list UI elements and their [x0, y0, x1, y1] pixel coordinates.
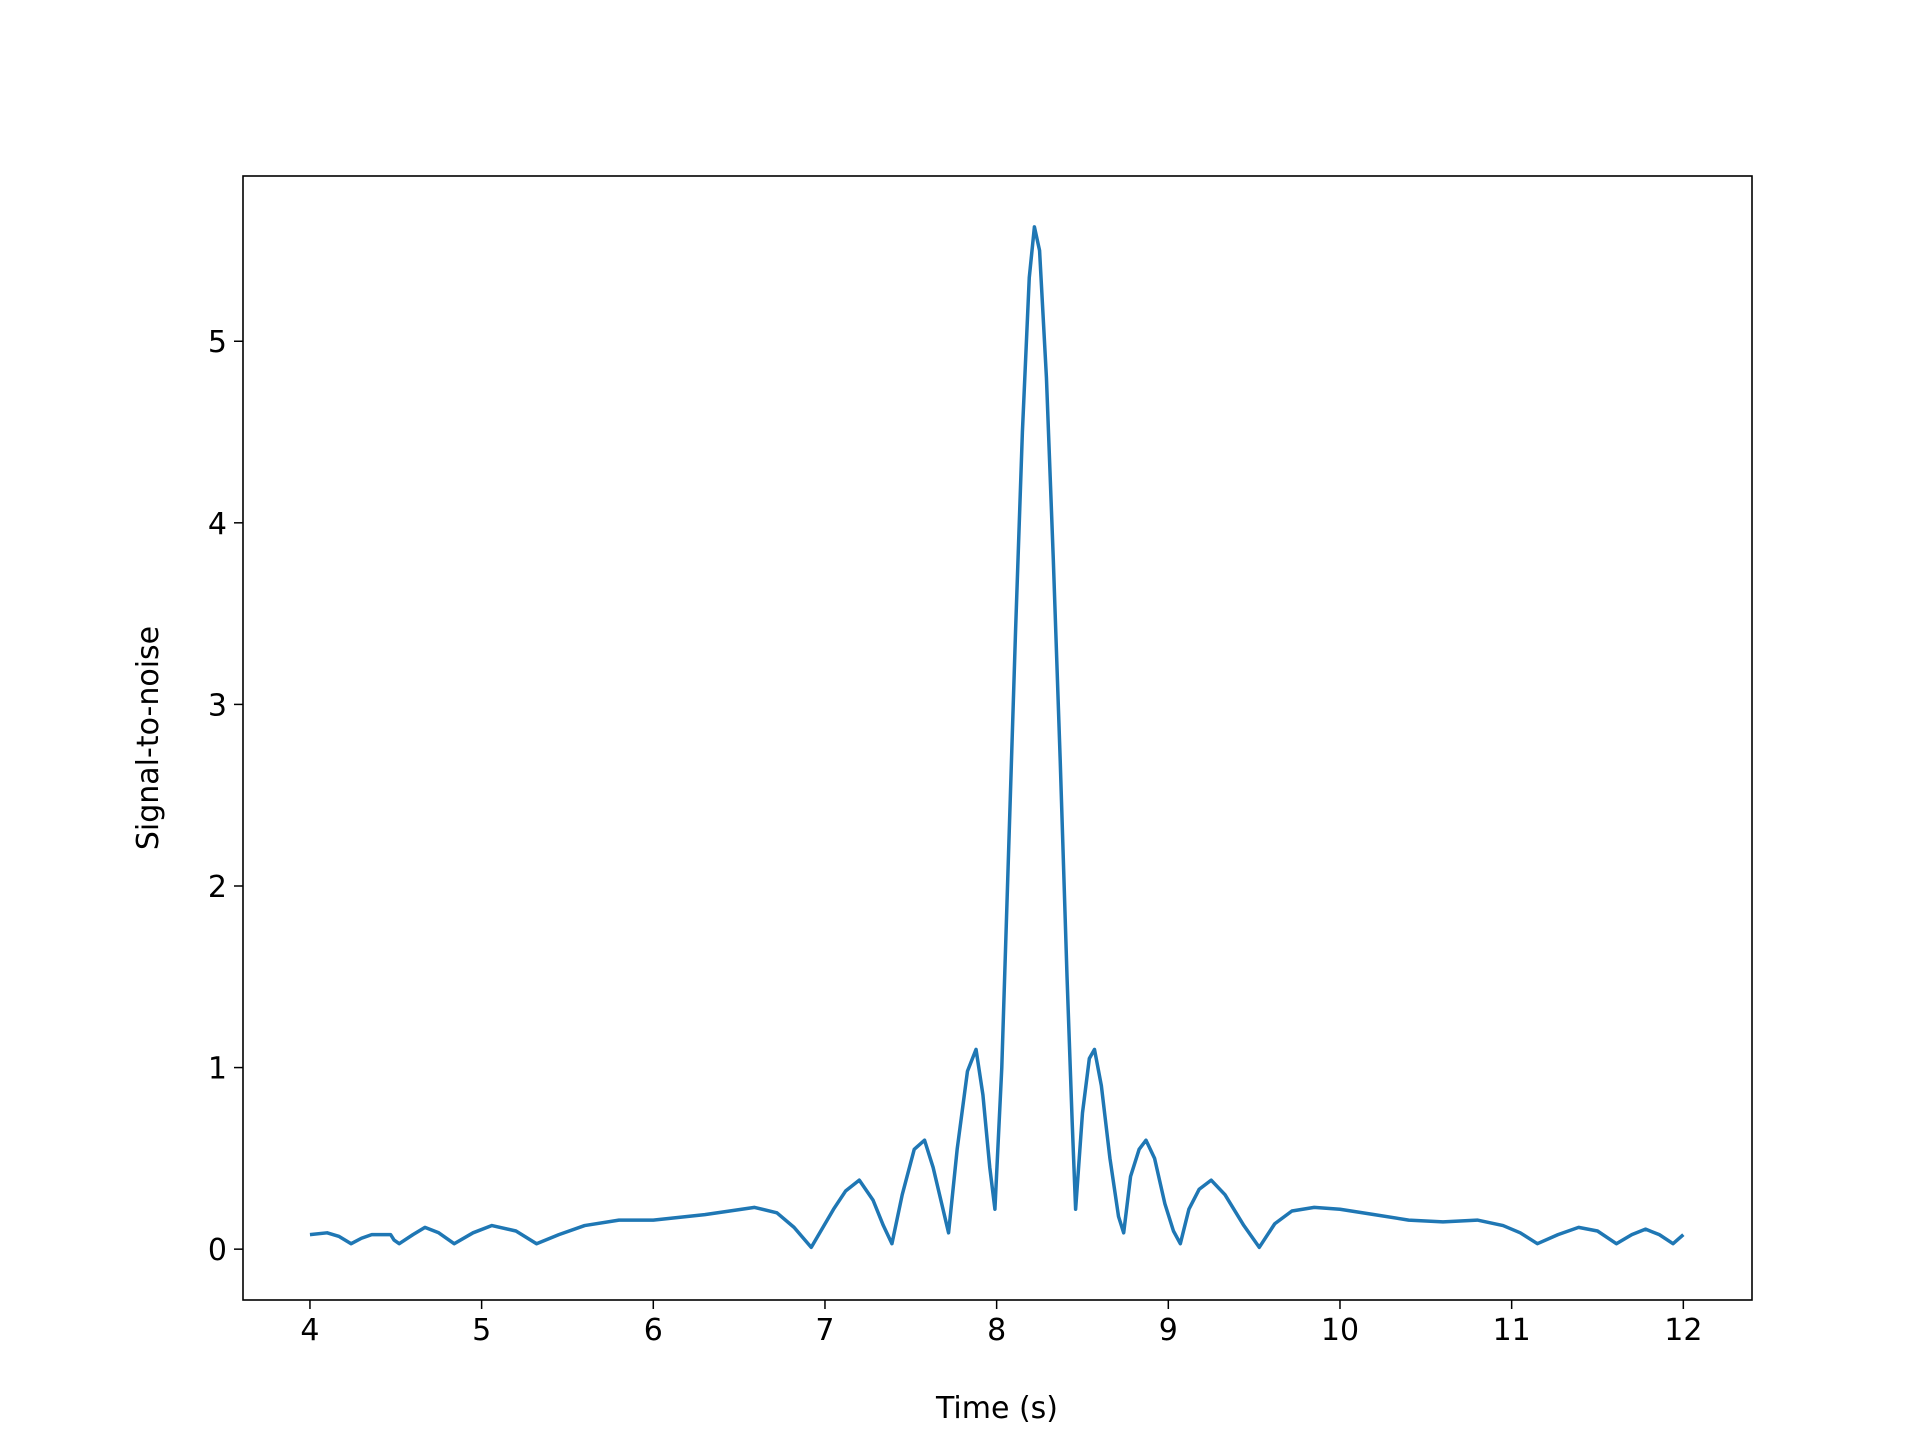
- y-tick-label: 4: [208, 507, 227, 542]
- x-tick-label: 4: [300, 1313, 319, 1348]
- x-tick-label: 9: [1159, 1313, 1178, 1348]
- x-axis-label: Time (s): [935, 1391, 1058, 1426]
- x-tick-label: 8: [987, 1313, 1006, 1348]
- x-tick-label: 7: [815, 1313, 834, 1348]
- x-tick-label: 5: [472, 1313, 491, 1348]
- x-tick-label: 6: [644, 1313, 663, 1348]
- y-tick-label: 5: [208, 325, 227, 360]
- x-tick-label: 11: [1493, 1313, 1531, 1348]
- data-line: [309, 225, 1685, 1250]
- y-tick-label: 1: [208, 1052, 227, 1087]
- y-tick-label: 0: [208, 1233, 227, 1268]
- y-tick-label: 3: [208, 688, 227, 723]
- y-axis-label: Signal-to-noise: [131, 626, 166, 850]
- y-tick-label: 2: [208, 870, 227, 905]
- x-tick-label: 10: [1321, 1313, 1359, 1348]
- x-tick-label: 12: [1664, 1313, 1702, 1348]
- plot-frame: [242, 175, 1753, 1301]
